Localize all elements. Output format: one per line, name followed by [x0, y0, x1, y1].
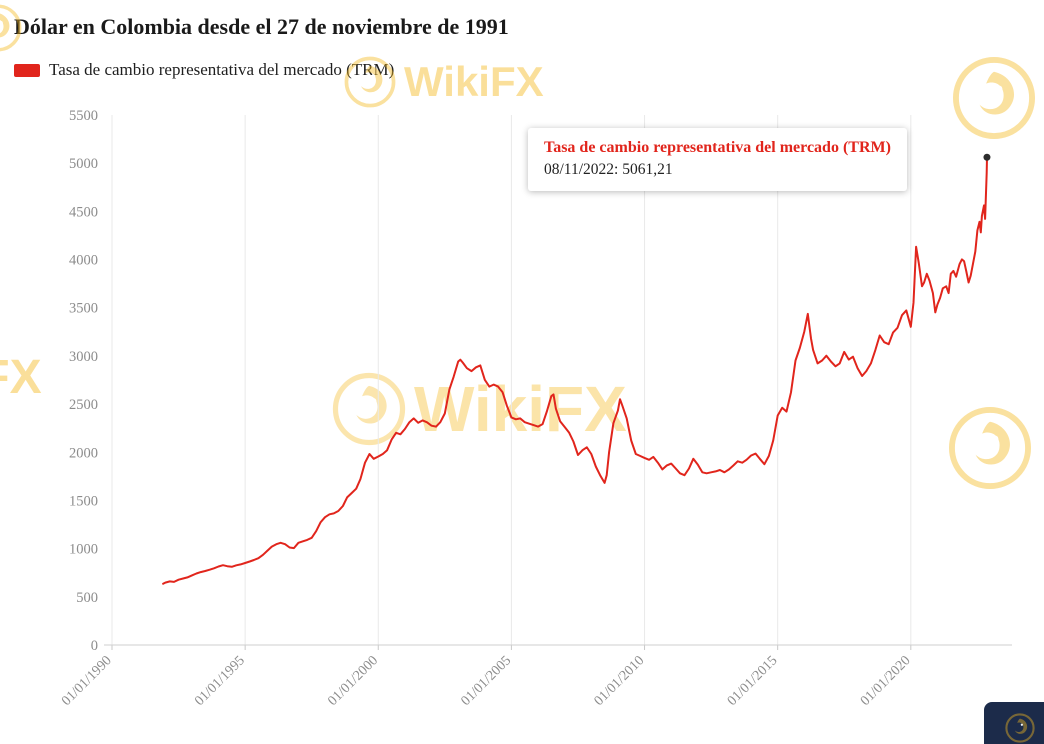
- y-tick-label: 0: [91, 638, 98, 654]
- y-tick-label: 4000: [69, 253, 98, 269]
- chart-tooltip: Tasa de cambio representativa del mercad…: [528, 128, 907, 191]
- y-tick-label: 5000: [69, 156, 98, 172]
- y-tick-label: 4500: [69, 204, 98, 220]
- x-tick-label: 01/01/2020: [858, 653, 914, 709]
- x-tick-label: 01/01/1995: [192, 653, 248, 709]
- legend-swatch: [14, 63, 40, 77]
- y-tick-label: 500: [76, 590, 98, 606]
- y-tick-label: 2000: [69, 445, 98, 461]
- chart-title: Dólar en Colombia desde el 27 de noviemb…: [14, 14, 509, 39]
- y-tick-label: 3000: [69, 349, 98, 365]
- tooltip-series-name: Tasa de cambio representativa del mercad…: [544, 139, 891, 156]
- legend-label: Tasa de cambio representativa del mercad…: [49, 60, 395, 79]
- trm-series-line: [162, 156, 988, 585]
- x-tick-label: 01/01/2015: [725, 653, 781, 709]
- x-tick-label: 01/01/1990: [59, 653, 115, 709]
- x-tick-label: 01/01/2010: [592, 653, 648, 709]
- x-tick-label: 01/01/2005: [459, 653, 515, 709]
- y-tick-label: 1000: [69, 542, 98, 558]
- x-tick-label: 01/01/2000: [325, 653, 381, 709]
- tooltip-value: 08/11/2022: 5061,21: [544, 161, 673, 178]
- y-tick-label: 1500: [69, 493, 98, 509]
- chart-legend: Tasa de cambio representativa del mercad…: [14, 60, 394, 80]
- y-tick-label: 5500: [69, 108, 98, 124]
- y-tick-label: 2500: [69, 397, 98, 413]
- hovered-point-marker: [983, 153, 991, 161]
- y-tick-label: 3500: [69, 301, 98, 317]
